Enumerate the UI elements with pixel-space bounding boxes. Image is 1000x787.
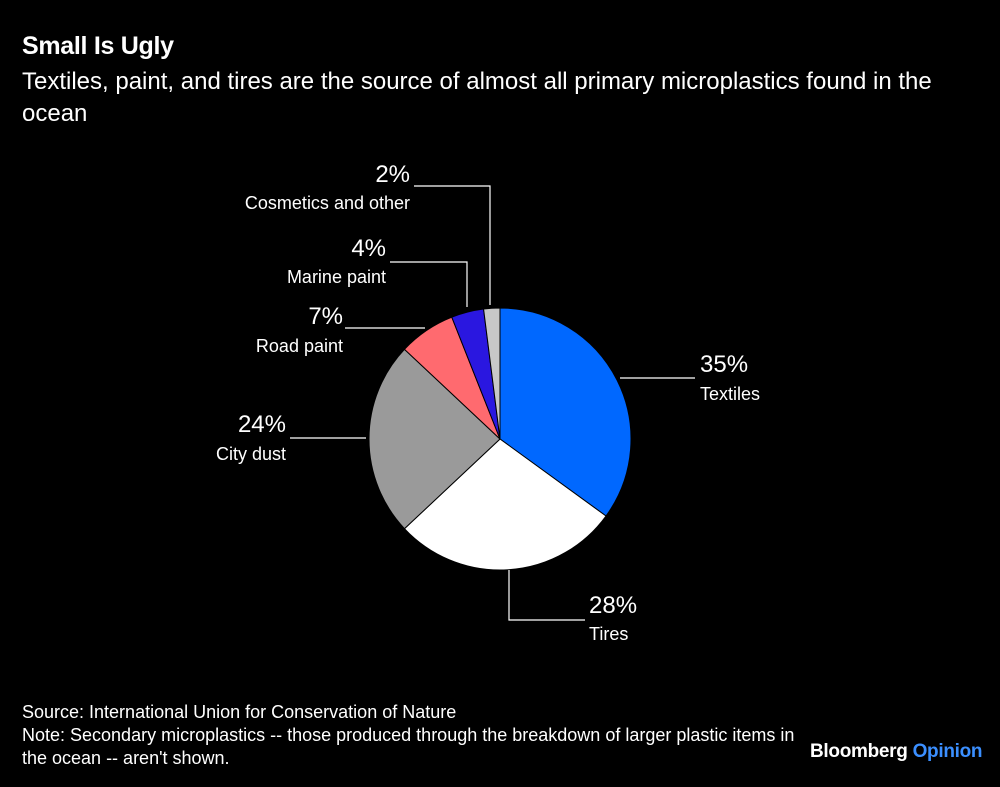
leader-tires — [508, 570, 585, 621]
label-name-textiles: Textiles — [700, 384, 760, 404]
label-name-marine-paint: Marine paint — [287, 267, 386, 287]
footnote: Note: Secondary microplastics -- those p… — [22, 725, 795, 768]
bloomberg-opinion-logo: Bloomberg Opinion — [810, 741, 983, 763]
footer: Source: International Union for Conserva… — [22, 701, 802, 770]
source-note: Source: International Union for Conserva… — [22, 702, 457, 722]
leader-cosmetics — [414, 185, 491, 305]
label-pct-cosmetics: 2% — [375, 161, 410, 188]
leader-marine-paint — [390, 261, 468, 307]
label-pct-marine-paint: 4% — [351, 235, 386, 262]
chart-subtitle: Textiles, paint, and tires are the sourc… — [22, 68, 932, 127]
pie-slice-textiles — [499, 307, 632, 517]
brand-opinion: Opinion — [912, 741, 983, 762]
label-pct-road-paint: 7% — [308, 303, 343, 330]
label-name-cosmetics: Cosmetics and other — [245, 193, 410, 213]
label-pct-tires: 28% — [589, 592, 637, 619]
label-name-road-paint: Road paint — [256, 336, 343, 356]
chart-title: Small Is Ugly — [22, 32, 174, 60]
label-name-tires: Tires — [589, 624, 628, 644]
label-pct-city-dust: 24% — [238, 411, 286, 438]
pie-slice-cosmetics-and-other — [483, 307, 501, 440]
label-pct-textiles: 35% — [700, 351, 748, 378]
pie-slice-tires — [403, 438, 607, 571]
pie-slices — [368, 307, 632, 571]
brand-bloomberg: Bloomberg — [810, 741, 908, 762]
label-name-city-dust: City dust — [216, 444, 286, 464]
pie-slice-city-dust — [368, 348, 501, 530]
